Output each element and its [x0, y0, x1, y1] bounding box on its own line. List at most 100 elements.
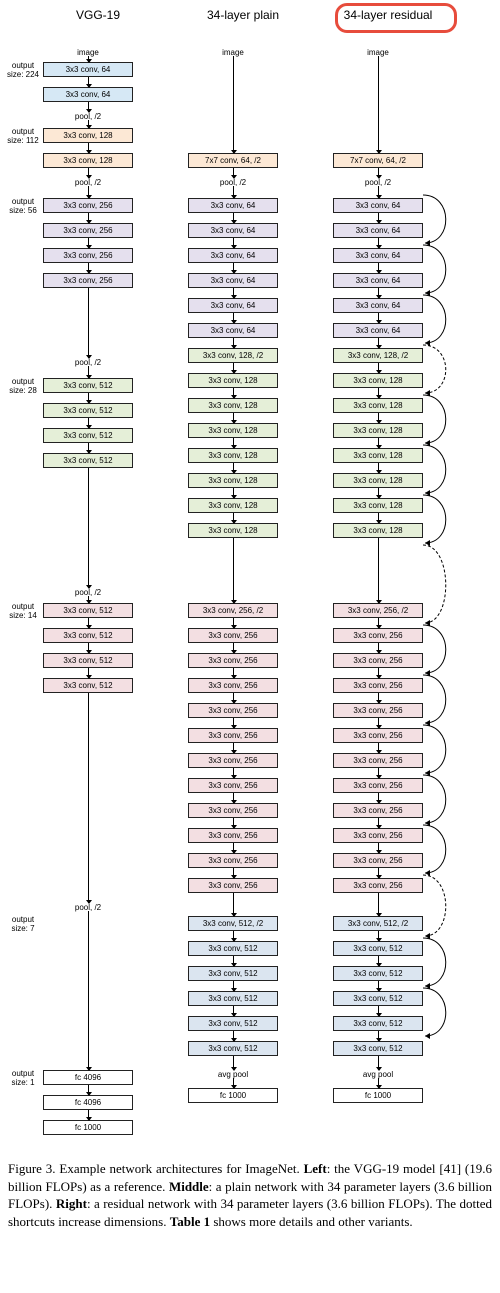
col-title-vgg: VGG-19 [38, 8, 158, 22]
plain-arrow-icon [233, 693, 234, 703]
res-arrow-icon [378, 1006, 379, 1016]
plain-arrow-icon [233, 643, 234, 653]
res-layer-box: 3x3 conv, 128 [333, 373, 423, 388]
col-title-plain: 34-layer plain [183, 8, 303, 22]
vgg-arrow-icon [88, 443, 89, 453]
vgg-layer-box: 3x3 conv, 512 [43, 603, 133, 618]
skip-connection-icon [423, 393, 461, 451]
vgg-layer-box: 3x3 conv, 512 [43, 653, 133, 668]
plain-arrow-icon [233, 818, 234, 828]
plain-arrow-icon [233, 931, 234, 941]
vgg-arrow-icon [88, 1110, 89, 1120]
plain-arrow-icon [233, 1031, 234, 1041]
plain-layer-box: 3x3 conv, 256 [188, 878, 278, 893]
res-layer-box: 3x3 conv, 128 [333, 473, 423, 488]
res-layer-box: 3x3 conv, 256 [333, 803, 423, 818]
res-arrow-icon [378, 463, 379, 473]
vgg-layer-box: 3x3 conv, 512 [43, 378, 133, 393]
res-layer-box: 3x3 conv, 128 [333, 523, 423, 538]
vgg-arrow-icon [88, 468, 89, 588]
caption-mid-b: Middle [169, 1179, 209, 1194]
plain-arrow-icon [233, 288, 234, 298]
output-size-label: outputsize: 14 [3, 603, 43, 621]
column-titles: VGG-19 34-layer plain 34-layer residual [8, 8, 492, 48]
plain-arrow-icon [233, 56, 234, 153]
vgg-layer-box: 3x3 conv, 64 [43, 62, 133, 77]
output-size-label: outputsize: 224 [3, 62, 43, 80]
skip-connection-icon [423, 986, 461, 1044]
plain-arrow-icon [233, 313, 234, 323]
res-layer-box: 3x3 conv, 64 [333, 223, 423, 238]
plain-arrow-icon [233, 168, 234, 178]
res-arrow-icon [378, 793, 379, 803]
plain-arrow-icon [233, 618, 234, 628]
vgg-arrow-icon [88, 668, 89, 678]
plain-arrow-icon [233, 338, 234, 348]
plain-layer-box: 3x3 conv, 256 [188, 653, 278, 668]
res-arrow-icon [378, 931, 379, 941]
plain-arrow-icon [233, 718, 234, 728]
res-arrow-icon [378, 768, 379, 778]
plain-layer-box: 3x3 conv, 64 [188, 273, 278, 288]
plain-layer-box: 3x3 conv, 256 [188, 753, 278, 768]
plain-arrow-icon [233, 488, 234, 498]
vgg-arrow-icon [88, 1085, 89, 1095]
plain-layer-box: 3x3 conv, 64 [188, 298, 278, 313]
plain-layer-box: 3x3 conv, 64 [188, 323, 278, 338]
col-title-res: 34-layer residual [328, 8, 448, 22]
plain-layer-box: 3x3 conv, 512 [188, 1016, 278, 1031]
res-arrow-icon [378, 1078, 379, 1088]
plain-arrow-icon [233, 893, 234, 916]
res-layer-box: 3x3 conv, 256 [333, 753, 423, 768]
plain-layer-box: 3x3 conv, 512 [188, 1041, 278, 1056]
plain-layer-box: 3x3 conv, 256 [188, 628, 278, 643]
res-layer-box: 3x3 conv, 256 [333, 703, 423, 718]
res-layer-box: 3x3 conv, 256 [333, 828, 423, 843]
skip-connection-icon [423, 243, 461, 301]
vgg-arrow-icon [88, 102, 89, 112]
figure-caption: Figure 3. Example network architectures … [8, 1160, 492, 1230]
vgg-arrow-icon [88, 263, 89, 273]
vgg-arrow-icon [88, 911, 89, 1070]
output-size-label: outputsize: 28 [3, 378, 43, 396]
plain-arrow-icon [233, 238, 234, 248]
res-layer-box: 3x3 conv, 64 [333, 248, 423, 263]
res-arrow-icon [378, 718, 379, 728]
res-arrow-icon [378, 1031, 379, 1041]
vgg-arrow-icon [88, 77, 89, 87]
plain-layer-box: 3x3 conv, 128 [188, 423, 278, 438]
res-arrow-icon [378, 818, 379, 828]
vgg-layer-box: fc 4096 [43, 1070, 133, 1085]
res-arrow-icon [378, 186, 379, 198]
vgg-layer-box: 3x3 conv, 512 [43, 628, 133, 643]
vgg-arrow-icon [88, 643, 89, 653]
plain-layer-box: 3x3 conv, 64 [188, 223, 278, 238]
plain-arrow-icon [233, 413, 234, 423]
vgg-arrow-icon [88, 596, 89, 603]
architecture-diagram: VGG-19 34-layer plain 34-layer residual … [8, 8, 492, 1148]
skip-connection-icon [423, 623, 461, 681]
plain-layer-box: 3x3 conv, 256 [188, 728, 278, 743]
plain-arrow-icon [233, 956, 234, 966]
res-arrow-icon [378, 513, 379, 523]
caption-tab-b: Table 1 [170, 1214, 210, 1229]
vgg-layer-box: 3x3 conv, 256 [43, 198, 133, 213]
vgg-layer-box: 3x3 conv, 128 [43, 153, 133, 168]
plain-layer-box: 3x3 conv, 256 [188, 778, 278, 793]
res-layer-box: 3x3 conv, 256 [333, 678, 423, 693]
vgg-arrow-icon [88, 618, 89, 628]
output-size-label: outputsize: 7 [3, 916, 43, 934]
res-layer-box: 7x7 conv, 64, /2 [333, 153, 423, 168]
plain-arrow-icon [233, 363, 234, 373]
res-arrow-icon [378, 618, 379, 628]
output-size-label: outputsize: 1 [3, 1070, 43, 1088]
res-arrow-icon [378, 413, 379, 423]
plain-arrow-icon [233, 438, 234, 448]
skip-connection-icon [423, 673, 461, 731]
res-arrow-icon [378, 843, 379, 853]
plain-layer-box: 3x3 conv, 64 [188, 248, 278, 263]
caption-right-b: Right [56, 1196, 87, 1211]
plain-arrow-icon [233, 538, 234, 603]
vgg-arrow-icon [88, 238, 89, 248]
plain-layer-box: 3x3 conv, 128 [188, 373, 278, 388]
